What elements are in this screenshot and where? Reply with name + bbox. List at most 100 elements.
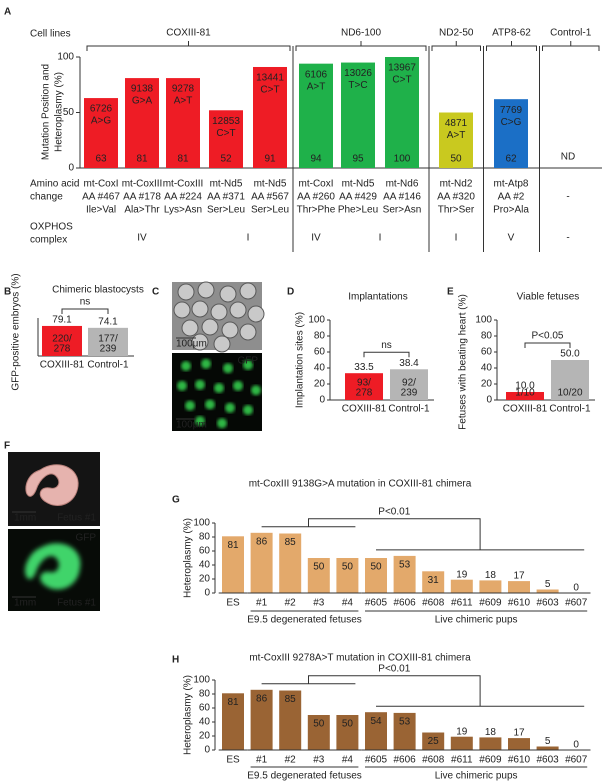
y-tick-label: 80 <box>199 689 211 700</box>
x-tick-label: #611 <box>451 755 473 766</box>
y-tick-label: 20 <box>199 574 211 585</box>
amino-acid-label: mt-Nd5 <box>210 179 243 190</box>
bar <box>393 712 416 750</box>
significance-label: P<0.01 <box>378 506 410 517</box>
value-label: 5 <box>545 736 551 747</box>
bar <box>336 558 359 593</box>
bar <box>365 712 387 750</box>
amino-acid-label: Ser>Leu <box>251 205 289 216</box>
x-tick-label: #611 <box>451 598 473 609</box>
embryo <box>181 319 199 337</box>
panel-letter: B <box>4 287 11 298</box>
significance-bracket <box>308 518 481 550</box>
value-label: 53 <box>399 560 411 571</box>
group-label: Live chimeric pups <box>435 771 518 782</box>
y-axis-label: GFP-positive embryos (%) <box>11 273 22 390</box>
gfp-embryo <box>201 358 211 369</box>
x-tick-label: Control-1 <box>87 360 129 371</box>
count-label: 92/ <box>402 378 416 389</box>
amino-acid-label: mt-CoxIII <box>122 179 163 190</box>
oxphos-label: I <box>247 233 250 244</box>
amino-acid-label: AA #2 <box>498 192 525 203</box>
group-label: E9.5 degenerated fetuses <box>247 615 362 626</box>
x-tick-label: #609 <box>479 598 502 609</box>
amino-acid-label: Thr>Phe <box>297 205 336 216</box>
amino-acid-label: AA #567 <box>251 192 289 203</box>
significance-label: P<0.05 <box>532 331 564 342</box>
bar <box>209 110 243 168</box>
group-label: ATP8-62 <box>492 28 531 39</box>
y-axis-label: Fetuses with beating heart (%) <box>458 294 469 430</box>
value-label: 53 <box>399 717 411 728</box>
panel-letter: E <box>447 287 454 298</box>
value-label: 50 <box>313 719 325 730</box>
panel-letter: F <box>4 441 10 452</box>
bar <box>250 689 273 750</box>
x-tick-label: #608 <box>422 598 445 609</box>
mutation-label: 9138 <box>131 84 154 95</box>
scale-label: 1mm <box>14 513 36 524</box>
x-tick-label: #1 <box>256 755 268 766</box>
y-tick-label: 100 <box>57 52 74 63</box>
group-label: ND2-50 <box>439 28 474 39</box>
value-label: 81 <box>136 154 148 165</box>
y-axis-label: Heteroplasmy (%) <box>54 72 65 152</box>
scale-label: 100μm <box>176 339 207 350</box>
gfp-embryo <box>251 385 261 396</box>
value-label: 100 <box>394 154 411 165</box>
y-tick-label: 20 <box>199 731 211 742</box>
x-tick-label: #3 <box>313 598 325 609</box>
amino-acid-label: mt-CoxIII <box>163 179 204 190</box>
group-label: Control-1 <box>550 28 592 39</box>
value-label: 91 <box>264 154 276 165</box>
amino-acid-label: Ser>Asn <box>383 205 422 216</box>
panel-letter: D <box>287 287 294 298</box>
value-label: 19 <box>456 726 468 737</box>
bar <box>250 532 273 593</box>
y-tick-label: 0 <box>319 395 325 406</box>
group-brace <box>295 41 427 51</box>
amino-acid-label: mt-Nd6 <box>386 179 419 190</box>
significance-bracket <box>524 342 571 348</box>
y-tick-label: 60 <box>199 546 211 557</box>
amino-acid-label: Pro>Ala <box>493 205 529 216</box>
y-tick-label: 40 <box>199 717 211 728</box>
group-brace <box>86 41 291 51</box>
mutation-label: 13441 <box>256 73 284 84</box>
count-label: 177/ <box>98 334 118 345</box>
x-tick-label: #4 <box>342 755 354 766</box>
significance-bracket <box>363 351 410 358</box>
y-tick-label: 60 <box>314 347 326 358</box>
bar <box>536 589 559 593</box>
gfp-label: GFP <box>75 533 96 544</box>
value-label: 63 <box>95 154 107 165</box>
gfp-embryo <box>223 363 233 374</box>
embryo <box>239 282 257 300</box>
value-label: 85 <box>285 537 297 548</box>
bar <box>341 62 375 168</box>
embryo <box>213 335 231 353</box>
oxphos-label: - <box>566 233 569 244</box>
value-label: 5 <box>545 579 551 590</box>
value-label: 19 <box>456 569 468 580</box>
gfp-embryo <box>233 380 243 391</box>
bar <box>345 373 383 400</box>
panel-letter: A <box>4 7 11 18</box>
mutation-label: T>C <box>348 80 367 91</box>
significance-label: ns <box>381 340 392 351</box>
bar <box>88 327 128 356</box>
value-label: 52 <box>220 154 232 165</box>
value-label: 0 <box>573 583 579 594</box>
bar <box>365 558 387 593</box>
gfp-embryo <box>185 400 195 411</box>
y-tick-label: 0 <box>204 588 210 599</box>
gfp-embryo <box>217 418 227 429</box>
significance-label: ns <box>80 297 91 308</box>
mutation-label: 7769 <box>500 105 523 116</box>
oxphos-label: IV <box>311 233 321 244</box>
significance-bracket <box>308 675 481 707</box>
mutation-label: 12853 <box>212 116 240 127</box>
amino-acid-label: AA #429 <box>339 192 377 203</box>
x-tick-label: #2 <box>285 598 297 609</box>
